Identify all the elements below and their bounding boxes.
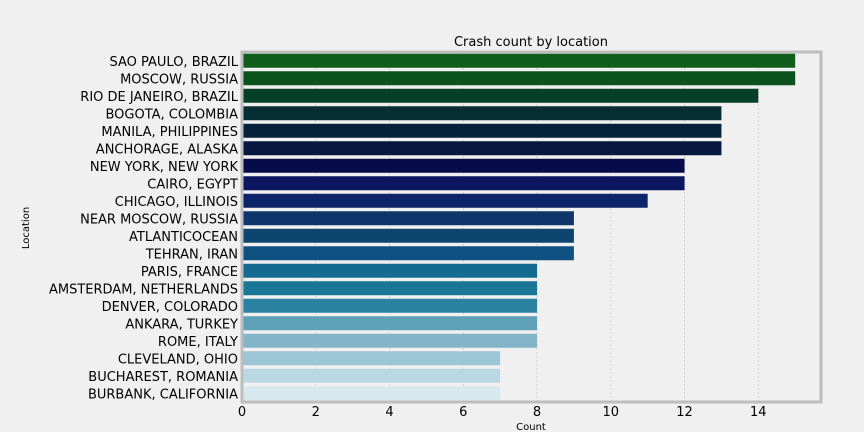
bar bbox=[242, 71, 796, 86]
category-label: CLEVELAND, OHIO bbox=[118, 352, 238, 367]
bar bbox=[242, 228, 574, 243]
category-label: PARIS, FRANCE bbox=[141, 265, 238, 280]
category-label: TEHRAN, IRAN bbox=[145, 247, 238, 262]
chart-title: Crash count by location bbox=[454, 35, 608, 50]
category-label: AMSTERDAM, NETHERLANDS bbox=[49, 282, 238, 297]
grid bbox=[315, 52, 759, 402]
bar bbox=[242, 351, 501, 366]
category-label: ROME, ITALY bbox=[158, 335, 238, 350]
x-tick-label: 8 bbox=[533, 405, 541, 420]
bars bbox=[242, 53, 796, 401]
bar bbox=[242, 386, 501, 401]
category-label: BURBANK, CALIFORNIA bbox=[88, 387, 238, 402]
category-label: ANCHORAGE, ALASKA bbox=[96, 142, 238, 157]
x-axis-label: Count bbox=[516, 422, 546, 432]
category-label: CHICAGO, ILLINOIS bbox=[115, 195, 238, 210]
category-label: MANILA, PHILIPPINES bbox=[101, 125, 238, 140]
bar bbox=[242, 176, 685, 191]
bar bbox=[242, 193, 648, 208]
bar bbox=[242, 298, 538, 313]
bar bbox=[242, 53, 796, 68]
bar bbox=[242, 316, 538, 331]
x-tick-label: 6 bbox=[459, 405, 467, 420]
category-label: DENVER, COLORADO bbox=[102, 300, 238, 315]
category-label: ATLANTICOCEAN bbox=[129, 230, 238, 245]
x-tick-label: 2 bbox=[312, 405, 320, 420]
category-label: NEW YORK, NEW YORK bbox=[90, 160, 239, 175]
category-label: ANKARA, TURKEY bbox=[125, 317, 238, 332]
bar bbox=[242, 158, 685, 173]
x-tick-label: 4 bbox=[385, 405, 393, 420]
category-labels: SAO PAULO, BRAZIL MOSCOW, RUSSIA RIO DE JA… bbox=[49, 55, 239, 403]
bar bbox=[242, 88, 759, 103]
x-tick-labels: 0 2 4 6 8 10 12 14 bbox=[238, 405, 767, 420]
category-label: NEAR MOSCOW, RUSSIA bbox=[80, 212, 238, 227]
y-axis-label: Location bbox=[21, 207, 32, 249]
x-tick-label: 12 bbox=[676, 405, 693, 420]
bar bbox=[242, 246, 574, 261]
plot-frame bbox=[240, 50, 823, 404]
category-label: BOGOTA, COLOMBIA bbox=[105, 107, 238, 122]
bar bbox=[242, 211, 574, 226]
category-label: RIO DE JANEIRO, BRAZIL bbox=[80, 90, 238, 105]
x-tick-label: 10 bbox=[603, 405, 620, 420]
bar bbox=[242, 106, 722, 121]
bar bbox=[242, 141, 722, 156]
bar bbox=[242, 281, 538, 296]
x-tick-label: 14 bbox=[750, 405, 767, 420]
category-label: BUCHAREST, ROMANIA bbox=[88, 370, 238, 385]
category-label: CAIRO, EGYPT bbox=[147, 177, 238, 192]
bar bbox=[242, 123, 722, 138]
bar bbox=[242, 333, 538, 348]
bar bbox=[242, 368, 501, 383]
x-tick-label: 0 bbox=[238, 405, 246, 420]
category-label: SAO PAULO, BRAZIL bbox=[109, 55, 238, 70]
category-label: MOSCOW, RUSSIA bbox=[120, 72, 238, 87]
bar bbox=[242, 263, 538, 278]
